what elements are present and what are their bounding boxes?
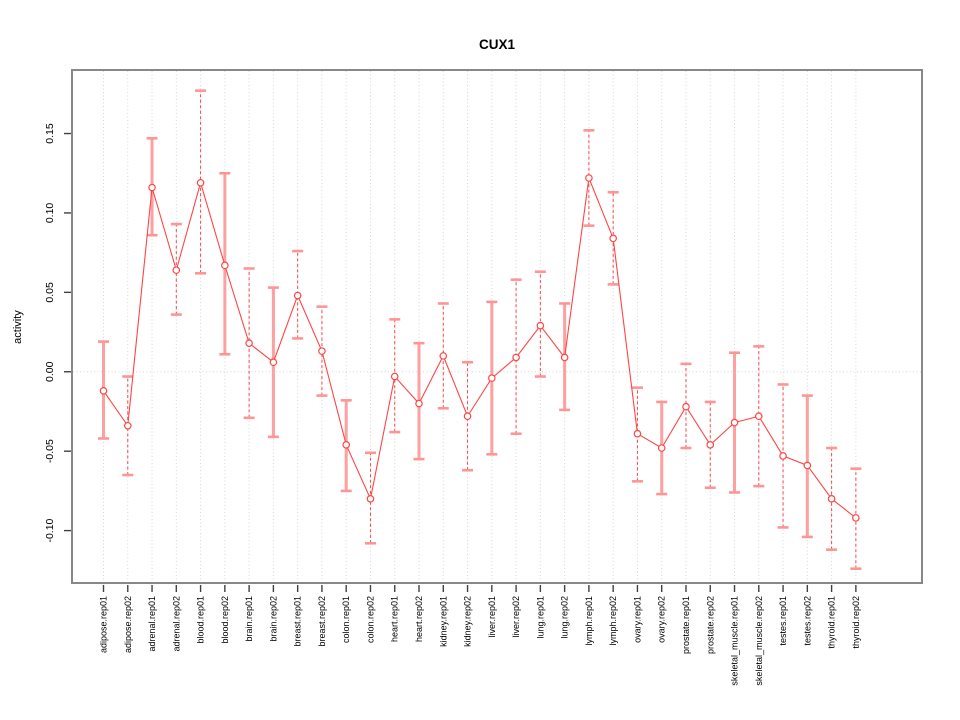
y-tick-label: 0.10 (44, 203, 56, 224)
data-point-marker (536, 321, 545, 330)
y-tick-label: 0.00 (44, 361, 56, 382)
x-tick-label: lung.rep01 (535, 596, 545, 639)
data-point-marker (415, 399, 423, 408)
x-tick-label: skeletal_muscle.rep02 (754, 596, 764, 686)
x-tick-label: adipose.rep02 (123, 596, 133, 653)
y-tick-label: -0.10 (44, 518, 56, 542)
x-tick-label: heart.rep02 (414, 596, 424, 642)
x-tick-label: liver.rep01 (487, 596, 497, 638)
data-point-marker (366, 495, 375, 503)
x-tick-label: colon.rep01 (341, 596, 351, 643)
x-tick-label: heart.rep01 (390, 596, 400, 642)
axis-layer: -0.10 -0.05 0.00 0.05 0.10 0.15 adipose.rep01 a… (44, 69, 923, 686)
x-tick-label: testes.rep02 (802, 596, 812, 646)
x-tick-label: adipose.rep01 (99, 596, 109, 653)
data-point-marker (390, 372, 399, 381)
x-tick-label: prostate.rep02 (705, 596, 715, 654)
x-tick-label: prostate.rep01 (681, 596, 691, 654)
data-point-marker (318, 347, 326, 355)
data-point-marker (585, 174, 593, 182)
x-tick-label: skeletal_muscle.rep01 (730, 596, 740, 686)
series-line (103, 175, 857, 519)
y-tick-label: 0.15 (44, 123, 56, 144)
x-tick-label: breast.rep01 (293, 596, 303, 647)
chart-title: CUX1 (479, 37, 516, 52)
x-tick-label: brain.rep01 (244, 596, 254, 642)
data-point-marker (803, 461, 812, 470)
x-tick-label: testes.rep01 (778, 596, 788, 646)
data-point-marker (852, 514, 860, 522)
data-point-marker (123, 421, 132, 430)
x-tick-label: liver.rep02 (511, 596, 521, 638)
x-tick-label: lymph.rep02 (608, 596, 618, 646)
x-tick-label: colon.rep02 (365, 596, 375, 643)
data-point-marker (682, 402, 690, 411)
x-tick-label: thyroid.rep01 (827, 596, 837, 649)
plot-frame (71, 69, 923, 584)
x-tick-label: adrenal.rep01 (147, 596, 157, 652)
y-axis-title: activity (12, 310, 24, 344)
data-point-marker (754, 412, 763, 421)
x-tick-label: kidney.rep01 (438, 596, 448, 647)
data-point-marker (779, 452, 787, 460)
data-point-marker (196, 178, 205, 187)
data-point-marker (730, 418, 739, 427)
y-tick-label: -0.05 (44, 439, 56, 463)
x-tick-label: blood.rep01 (196, 596, 206, 644)
data-point-marker (269, 358, 278, 367)
data-point-marker (221, 261, 229, 270)
data-point-marker (99, 387, 108, 395)
data-point-marker (609, 234, 617, 243)
data-point-marker (293, 291, 302, 300)
data-point-marker (827, 495, 836, 503)
data-point-marker (512, 353, 520, 362)
data-point-marker (245, 339, 253, 347)
x-tick-label: adrenal.rep02 (171, 596, 181, 652)
x-tick-label: lymph.rep01 (584, 596, 594, 646)
data-layer (98, 89, 862, 571)
data-point-marker (439, 352, 448, 360)
x-tick-label: lung.rep02 (560, 596, 570, 639)
x-tick-label: breast.rep02 (317, 596, 327, 647)
y-tick-label: 0.05 (44, 282, 56, 303)
data-point-marker (706, 441, 715, 449)
data-point-marker (342, 441, 351, 449)
x-tick-label: ovary.rep01 (632, 596, 642, 643)
x-tick-label: blood.rep02 (220, 596, 230, 644)
data-point-marker (488, 374, 496, 382)
x-tick-label: kidney.rep02 (463, 596, 473, 647)
data-point-marker (172, 266, 181, 274)
x-tick-label: brain.rep02 (268, 596, 278, 642)
data-point-marker (463, 412, 472, 421)
data-point-marker (148, 183, 156, 192)
data-point-marker (633, 429, 642, 438)
x-tick-label: ovary.rep02 (657, 596, 667, 643)
x-tick-label: thyroid.rep02 (851, 596, 861, 649)
data-point-marker (560, 353, 569, 362)
data-point-marker (657, 444, 666, 452)
